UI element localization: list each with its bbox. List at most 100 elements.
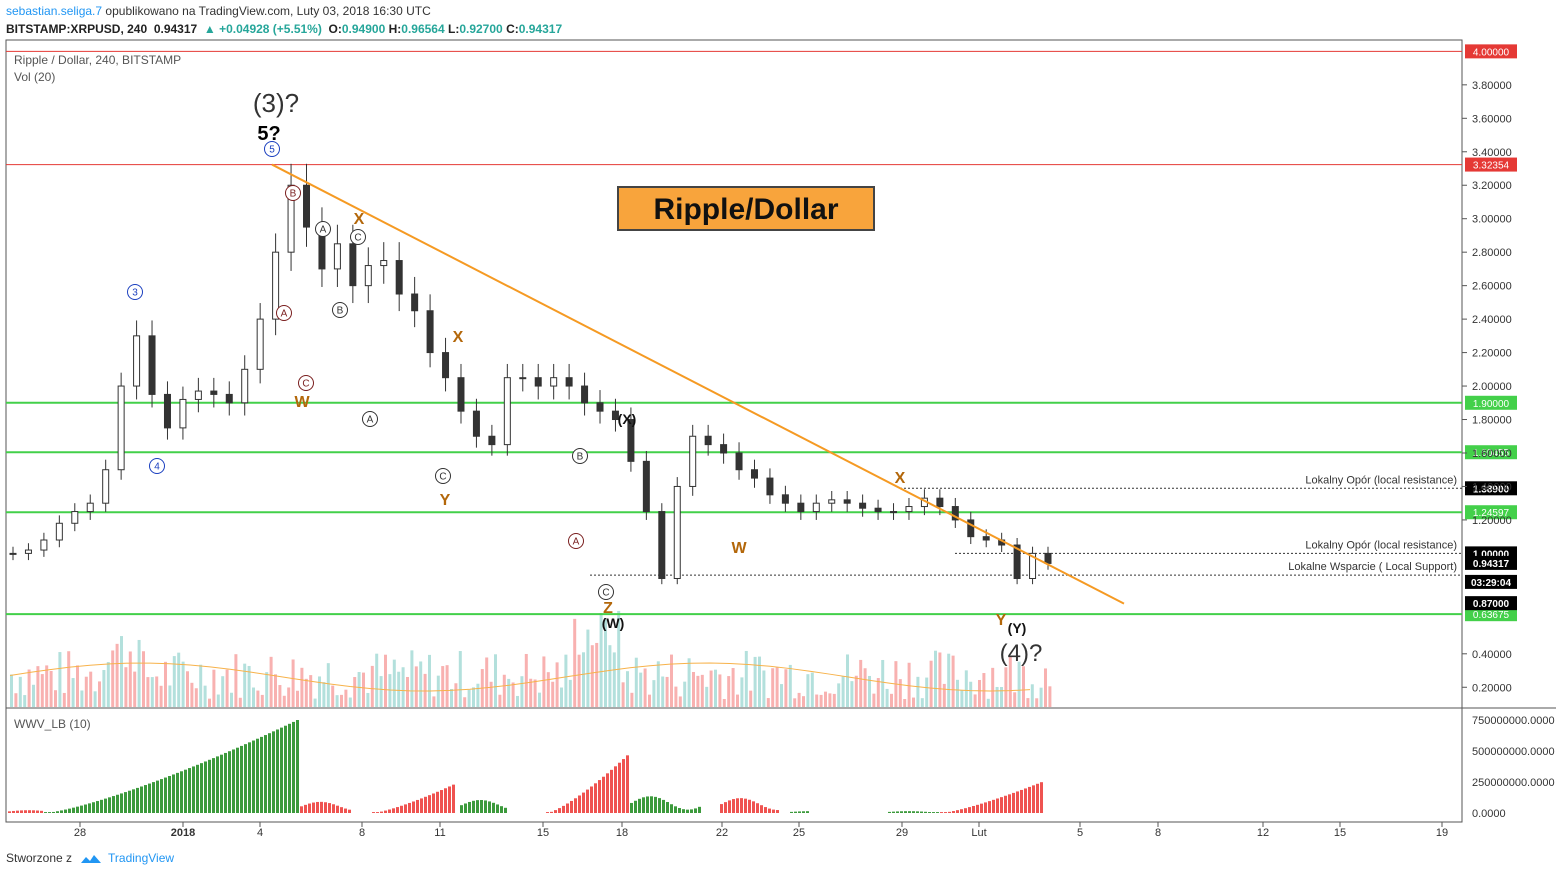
volume-bar	[137, 639, 141, 707]
wwv-bar	[472, 800, 475, 813]
wwv-bar	[316, 801, 319, 813]
wwv-bar	[8, 811, 11, 813]
volume-bar	[348, 697, 352, 707]
volume-bar	[727, 676, 731, 707]
volume-bar	[164, 661, 167, 707]
wwv-bar	[948, 811, 951, 813]
wwv-bar	[384, 810, 387, 813]
volume-bar	[54, 690, 57, 707]
indicator-tick-label: 0.0000	[1472, 808, 1506, 820]
volume-label: Vol (20)	[14, 70, 55, 84]
volume-bar	[516, 695, 519, 707]
volume-bar	[964, 670, 968, 707]
wwv-bar	[152, 782, 155, 813]
wwv-bar	[60, 810, 63, 813]
volume-bar	[247, 665, 251, 707]
volume-bar	[494, 654, 497, 707]
wave-label-circle	[315, 221, 331, 237]
wwv-bar	[184, 769, 187, 813]
wwv-bar	[76, 806, 79, 813]
wwv-bar	[476, 800, 479, 813]
time-tick-label: 12	[1257, 827, 1269, 839]
volume-bar	[62, 692, 66, 707]
volume-bar	[626, 671, 629, 707]
price-tick-label: 3.00000	[1472, 214, 1512, 226]
volume-bar	[454, 683, 458, 707]
volume-bar	[982, 673, 986, 707]
volume-ma-line	[9, 662, 1031, 692]
volume-bar	[1017, 661, 1021, 707]
wwv-bar	[228, 751, 231, 813]
wwv-bar	[646, 796, 649, 813]
tradingview-link[interactable]: TradingView	[108, 851, 175, 865]
wwv-bar	[224, 752, 227, 813]
price-badge	[1465, 481, 1517, 496]
wwv-bar	[932, 812, 935, 813]
volume-bar	[815, 694, 819, 707]
volume-bar	[296, 690, 299, 707]
candle-body	[256, 318, 264, 370]
wave-label: W	[294, 394, 310, 411]
candle-body	[781, 494, 789, 504]
chart-frame	[5, 39, 1556, 823]
volume-bar	[150, 677, 154, 707]
price-tick-label: 1.60000	[1472, 448, 1512, 460]
wwv-bar	[44, 812, 47, 813]
footer: Stworzone z TradingView	[6, 851, 174, 865]
wwv-bar	[424, 796, 427, 813]
wwv-bar	[586, 789, 589, 813]
wwv-bar	[768, 808, 771, 813]
volume-bar	[502, 674, 506, 707]
annotation-text: Lokalne Wsparcie ( Local Support)	[1288, 561, 1457, 573]
volume-bar	[344, 689, 348, 707]
volume-bar	[621, 682, 625, 707]
wwv-bar	[276, 729, 279, 813]
volume-bar	[194, 688, 198, 707]
volume-bar	[797, 692, 801, 707]
wwv-bar	[1000, 797, 1003, 813]
wave-label: A	[573, 537, 580, 548]
volume-bar	[49, 670, 53, 707]
wwv-bar	[658, 798, 661, 813]
price-badge-text: 1.00000	[1473, 549, 1510, 560]
volume-bar	[489, 681, 493, 707]
wave-labels: Ripple/Dollar(3)?5?534BACABCWXAXCYBACZ(W…	[127, 88, 1042, 667]
wwv-bar	[908, 811, 911, 813]
wwv-bar	[666, 802, 669, 813]
candle-body	[951, 506, 959, 521]
wave-label: W	[731, 540, 747, 557]
volume-bar	[278, 685, 282, 707]
volume-bar	[32, 684, 35, 707]
volume-bar	[375, 653, 379, 707]
volume-bar	[709, 670, 713, 707]
time-tick-label: 15	[1334, 827, 1346, 839]
trendline[interactable]	[271, 163, 1125, 605]
candle-body	[426, 310, 434, 354]
candle-body	[117, 385, 125, 471]
author-link[interactable]: sebastian.seliga.7	[6, 4, 103, 18]
wwv-bar	[940, 812, 943, 813]
volume-bar	[947, 653, 951, 707]
volume-bar	[810, 672, 814, 707]
candle-body	[519, 377, 527, 380]
wwv-bar	[268, 733, 271, 813]
candle-body	[704, 435, 712, 446]
wwv-bar	[618, 762, 621, 813]
wave-label: C	[602, 588, 609, 599]
wwv-bar	[566, 803, 569, 813]
price-badge-text: 0.87000	[1473, 599, 1510, 610]
volume-bar	[678, 696, 682, 707]
volume-bar	[705, 686, 709, 707]
volume-bar	[203, 685, 207, 707]
volume-bar	[700, 674, 704, 707]
volume-bar	[146, 677, 150, 707]
wwv-bar	[444, 788, 447, 813]
volume-bar	[291, 659, 295, 707]
volume-bar	[472, 687, 475, 707]
volume-bar	[313, 698, 317, 707]
wwv-bar	[936, 812, 939, 813]
wwv-bar	[100, 799, 103, 813]
wwv-bar	[790, 811, 793, 813]
level-price-text: 4.00000	[1473, 47, 1510, 58]
